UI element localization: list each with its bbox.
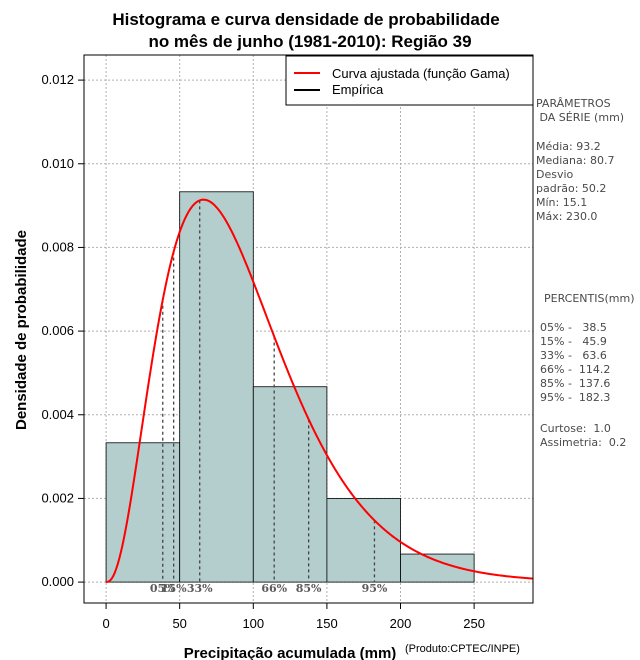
y-axis-title: Densidade de probabilidade (13, 230, 30, 430)
stat-stddev: padrão: 50.2 (536, 182, 606, 195)
percentil-05: 05% - 38.5 (540, 321, 607, 334)
legend-curve-label: Curva ajustada (função Gama) (332, 66, 510, 81)
y-tick-label-5: 0.010 (41, 156, 74, 171)
percentile-label-4: 85% (296, 582, 322, 595)
y-tick-label-1: 0.002 (41, 490, 74, 505)
y-tick-label-4: 0.008 (41, 239, 74, 254)
statistics-panel: PARÂMETROS DA SÉRIE (mm) Média: 93.2 Med… (536, 97, 635, 449)
x-tick-label-0: 0 (102, 616, 109, 631)
histogram-bar-1 (179, 191, 254, 583)
percentil-15: 15% - 45.9 (540, 335, 607, 348)
stat-median: Mediana: 80.7 (536, 154, 614, 167)
histogram-bars (105, 191, 475, 583)
histogram-bar-2 (252, 386, 328, 583)
x-tick-label-5: 250 (463, 616, 485, 631)
percentile-label-2: 33% (187, 582, 213, 595)
stat-max: Máx: 230.0 (536, 210, 597, 223)
percentil-85: 85% - 137.6 (540, 377, 610, 390)
chart-title-line1: Histograma e curva densidade de probabil… (112, 10, 499, 29)
y-tick-label-3: 0.006 (41, 323, 74, 338)
gamma-density-curve (105, 198, 534, 584)
x-tick-label-4: 200 (390, 616, 412, 631)
stat-kurtosis: Curtose: 1.0 (540, 422, 611, 435)
percentis-title: PERCENTIS(mm) (544, 292, 635, 305)
stat-skewness: Assimetria: 0.2 (540, 436, 626, 449)
percentil-95: 95% - 182.3 (540, 391, 610, 404)
histogram-bar-0 (105, 442, 181, 583)
x-axis-title: Precipitação acumulada (mm) (184, 645, 397, 660)
plot-frame (83, 54, 534, 604)
y-tick-label-0: 0.000 (41, 574, 74, 589)
legend: Curva ajustada (função Gama) Empírica (285, 55, 534, 106)
percentile-label-0: 05% (150, 582, 176, 595)
percentile-label-3: 66% (261, 582, 287, 595)
legend-empirical-label: Empírica (332, 82, 384, 97)
stat-min: Mín: 15.1 (536, 196, 587, 209)
x-tick-label-3: 150 (316, 616, 338, 631)
histogram-bar-3 (326, 498, 401, 583)
percentil-66: 66% - 114.2 (540, 363, 610, 376)
stat-mean: Média: 93.2 (536, 140, 601, 153)
chart-title-line2: no mês de junho (1981-2010): Região 39 (148, 32, 471, 51)
legend-box (285, 55, 534, 106)
y-axis-ticks: 0.000 0.002 0.004 0.006 0.008 0.010 0.012 (41, 72, 84, 589)
percentil-33: 33% - 63.6 (540, 349, 607, 362)
percentile-markers: 05%15% 33% 66% 85% 95% (150, 200, 388, 595)
percentile-label-1: 15% (161, 582, 187, 595)
x-axis-ticks: 0 50 100 150 200 250 (102, 603, 485, 631)
x-tick-label-2: 100 (242, 616, 264, 631)
params-title-line1: PARÂMETROS (536, 97, 611, 110)
params-title-line2: DA SÉRIE (mm) (536, 111, 624, 124)
y-tick-label-2: 0.004 (41, 407, 74, 422)
stat-stddev-label: Desvio (536, 168, 574, 181)
x-tick-label-1: 50 (172, 616, 186, 631)
y-tick-label-6: 0.012 (41, 72, 74, 87)
percentile-label-5: 95% (362, 582, 388, 595)
credit-text: (Produto:CPTEC/INPE) (405, 643, 520, 655)
